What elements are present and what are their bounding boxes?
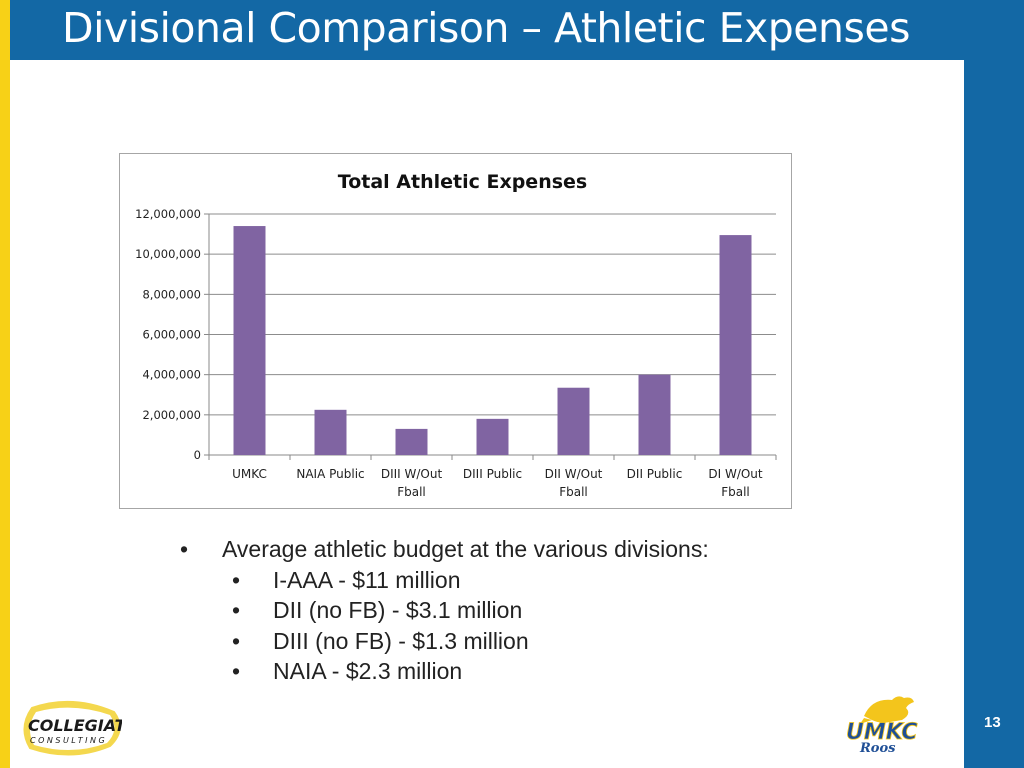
bullet-marker: • [232,567,241,593]
logo-text: Roos [859,741,896,756]
bullet-marker: • [232,628,241,654]
x-tick-label: Fball [721,485,750,499]
x-tick-label: UMKC [232,467,267,481]
bar [719,235,752,455]
x-tick-label: DI W/Out [708,467,763,481]
bar [395,428,428,455]
x-tick-label: Fball [559,485,588,499]
bullet-marker: • [232,658,241,684]
y-tick-label: 12,000,000 [135,207,201,221]
bullet-main-text: Average athletic budget at the various d… [222,536,709,562]
bar [314,409,347,455]
y-tick-label: 4,000,000 [142,368,201,382]
page-number: 13 [984,714,1001,731]
right-sidebar-bar [964,0,1024,768]
bar-chart: Total Athletic Expenses 0 2,000,000 4,000,0… [135,171,777,499]
bar [557,387,590,455]
slide-title: Divisional Comparison – Athletic Expense… [62,4,910,52]
x-tick-label: Fball [397,485,426,499]
y-tick-label: 8,000,000 [142,287,201,301]
y-tick-label: 6,000,000 [142,328,201,342]
umkc-roos-logo: UMKC Roos [846,696,918,756]
logo-text: COLLEGIATE [28,716,122,735]
bar [638,374,671,455]
x-tick-label: DIII Public [463,467,522,481]
header-bar [0,0,1024,60]
left-accent-stripe [0,0,10,768]
chart-container: Total Athletic Expenses 0 2,000,000 4,000,0… [119,153,792,509]
sub-bullet-text: NAIA - $2.3 million [273,658,463,684]
sub-bullet-text: I-AAA - $11 million [273,567,461,593]
chart-title: Total Athletic Expenses [338,171,587,193]
logo-text: UMKC [846,720,918,745]
x-tick-label: NAIA Public [296,467,364,481]
bar [233,226,266,455]
kangaroo-icon [864,696,914,723]
bullet-marker: • [232,597,241,623]
bar [476,418,509,455]
x-tick-label: DIII W/Out [381,467,443,481]
logo-text: CONSULTING [30,736,107,745]
sub-bullet-text: DIII (no FB) - $1.3 million [273,628,529,654]
sub-bullet-text: DII (no FB) - $3.1 million [273,597,523,623]
x-tick-label: DII W/Out [545,467,603,481]
collegiate-consulting-logo: COLLEGIATE CONSULTING [23,700,122,756]
y-tick-label: 2,000,000 [142,408,201,422]
x-tick-label: DII Public [627,467,683,481]
y-tick-label: 0 [194,448,201,462]
bullet-marker: • [180,536,189,562]
y-tick-label: 10,000,000 [135,247,201,261]
